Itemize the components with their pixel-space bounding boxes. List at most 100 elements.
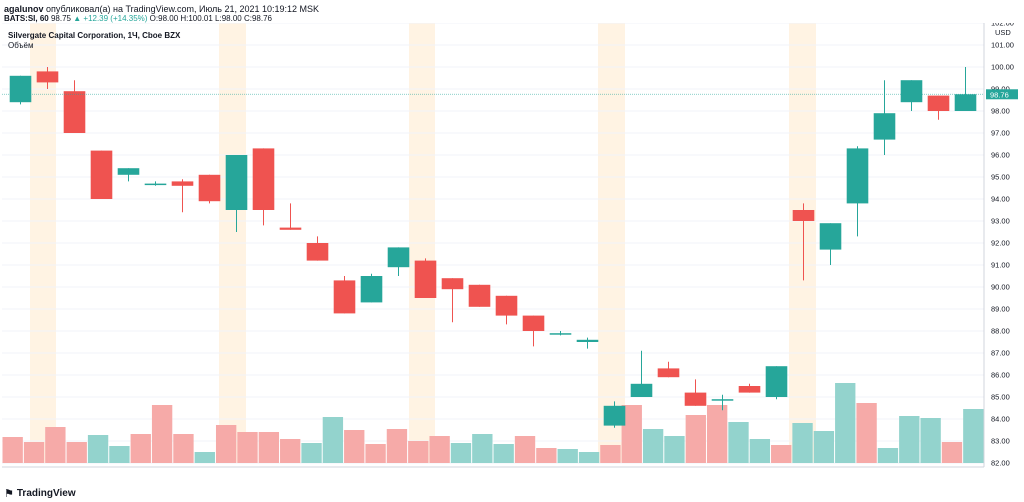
candle-body [846,148,869,204]
volume-bar [365,444,386,463]
symbol-bar: BATS:SI, 60 98.75 ▲ +12.39 (+14.35%) O:9… [4,13,272,24]
candle-body [927,95,950,111]
volume-bar [557,449,578,463]
symbol-change: ▲ +12.39 (+14.35%) [73,14,148,23]
volume-bar [835,383,856,463]
volume-bar [301,443,322,463]
volume-bar [813,431,835,463]
volume-bar [344,430,365,463]
candle-body [171,181,194,186]
price-axis-tick: 98.00 [991,107,1010,116]
candle-body [576,339,599,342]
volume-bar [920,418,941,463]
candle-body [36,71,59,83]
last-price-label: 98.76 [990,90,1009,99]
volume-bar [109,446,130,463]
candle-body [90,150,113,199]
candle-body [819,223,842,250]
volume-bar [87,435,109,463]
candle-body [603,405,626,426]
volume-bar [600,445,621,463]
volume-bar [514,436,536,463]
candle-body [225,155,248,210]
candle-body [873,113,896,140]
volume-bar [280,439,301,463]
candle-body [63,91,86,133]
candle-body [765,366,788,397]
price-axis-tick: 93.00 [991,217,1010,226]
price-axis-tick: 82.00 [991,459,1010,468]
volume-bar [706,405,728,463]
volume-bar [963,409,984,463]
volume-bar [642,429,664,463]
price-axis-tick: 89.00 [991,305,1010,314]
candle-body [684,392,707,406]
currency-label: USD [995,28,1011,37]
price-axis-tick: 101.00 [991,41,1014,50]
chart-area[interactable]: 102.00 101.00 100.00 99.00 98.00 97.00 96.00 95… [0,23,1024,469]
candle-body [333,280,356,314]
price-axis-tick: 96.00 [991,151,1010,160]
candle-body [549,333,572,335]
author-name: agalunov [4,4,44,14]
price-axis-tick: 99.00 [991,85,1010,94]
volume-bar [899,416,920,463]
volume-bar [749,439,771,463]
symbol-ohlc: O:98.00 H:100.01 L:98.00 C:98.76 [149,14,272,23]
volume-bar [130,434,151,463]
price-axis-tick: 100.00 [991,63,1014,72]
volume-bar [173,434,194,463]
price-axis-tick: 85.00 [991,393,1010,402]
candle-body [279,227,302,230]
volume-bar [2,437,23,463]
candle-body [522,315,545,331]
candle-body [117,168,140,175]
candle-body [495,295,518,316]
volume-bar [450,443,472,463]
volume-bar [877,448,899,463]
price-axis-tick: 91.00 [991,261,1010,270]
volume-bar [664,436,685,463]
price-axis-tick: 94.00 [991,195,1010,204]
legend-volume: Объём [8,41,34,50]
price-chart[interactable]: 102.00 101.00 100.00 99.00 98.00 97.00 96.00 95… [0,23,1024,469]
volume-bar [536,448,557,463]
tradingview-logo-icon: ⚑ [4,488,14,500]
candle-body [954,94,977,111]
volume-bar [258,432,280,463]
volume-bar [472,434,493,463]
volume-bar [386,429,408,463]
volume-bar [322,417,344,463]
price-axis-tick: 83.00 [991,437,1010,446]
volume-bar [408,441,429,463]
candle-body [360,276,383,303]
volume-bar [792,423,813,463]
price-axis-tick: 88.00 [991,327,1010,336]
candle-body [468,284,491,307]
candle-body [387,247,410,268]
tradingview-logo[interactable]: ⚑ TradingView [4,487,76,500]
price-axis-tick: 97.00 [991,129,1010,138]
price-axis-tick: 102.00 [991,23,1014,28]
candle-body [792,210,815,221]
volume-bar [237,432,258,463]
volume-bar [771,445,792,463]
candle-body [630,383,653,397]
volume-bar [493,444,514,463]
volume-bar [429,436,450,463]
volume-bar [578,452,600,463]
candle-body [711,399,734,401]
symbol-price: 98.75 [50,14,72,23]
candle-body [9,75,32,103]
tradingview-brand: TradingView [16,488,76,499]
candle-body [306,243,329,261]
volume-bar [215,425,237,463]
volume-bar [941,442,963,463]
volume-bar [856,403,877,463]
candle-body [657,368,680,378]
price-axis-tick: 86.00 [991,371,1010,380]
candle-body [441,278,464,290]
price-axis-tick: 87.00 [991,349,1010,358]
volume-bar [151,405,173,463]
candle-body [738,386,761,393]
